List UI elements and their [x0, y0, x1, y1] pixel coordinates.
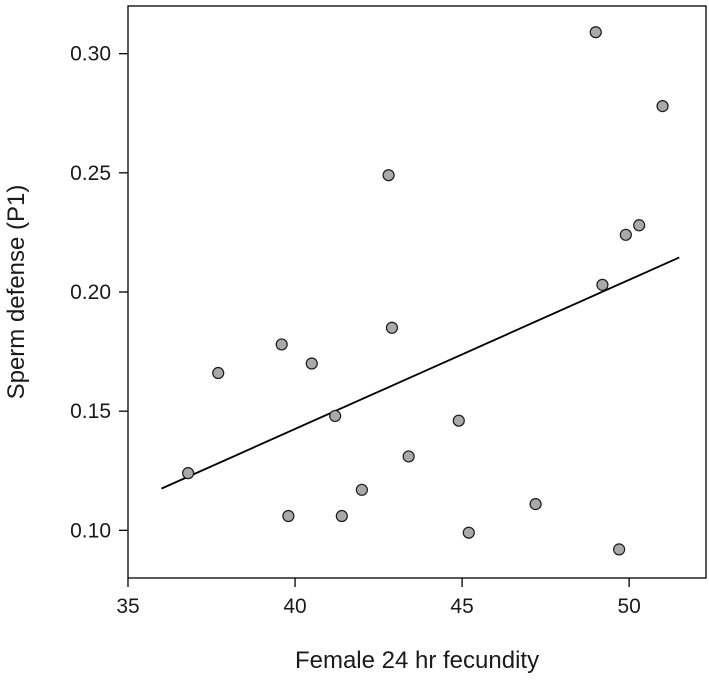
data-point [329, 409, 342, 423]
data-point [613, 543, 626, 556]
data-point [462, 526, 475, 539]
x-tick-label: 35 [116, 595, 139, 618]
fit-line-layer [161, 256, 680, 490]
plot-frame [127, 5, 707, 579]
data-point [305, 357, 318, 370]
y-axis: 0.10 0.15 0.20 0.25 0.30 [70, 43, 128, 542]
data-point [275, 338, 288, 351]
y-tick-label: 0.15 [70, 400, 111, 423]
data-point [402, 450, 415, 463]
x-axis: 35 40 45 50 [116, 578, 641, 618]
data-points [182, 26, 669, 556]
data-point [385, 321, 399, 334]
y-tick-label: 0.10 [70, 519, 111, 542]
data-point [529, 498, 542, 511]
y-tick-label: 0.20 [70, 281, 111, 304]
y-tick-label: 0.30 [70, 43, 111, 66]
data-point [212, 366, 225, 380]
regression-line [161, 256, 680, 490]
x-tick-label: 40 [283, 595, 306, 618]
x-tick-label: 50 [617, 595, 640, 618]
data-point [182, 467, 195, 480]
data-point [596, 278, 609, 291]
data-point [335, 509, 348, 523]
data-point [589, 26, 602, 39]
data-point [355, 483, 368, 496]
y-tick-label: 0.25 [70, 162, 111, 185]
data-point [656, 99, 669, 113]
data-point [633, 219, 646, 232]
data-point [452, 414, 465, 427]
data-point [282, 509, 295, 523]
y-axis-title: Sperm defense (P1) [3, 185, 30, 400]
data-point [382, 169, 395, 182]
x-axis-title: Female 24 hr fecundity [295, 647, 539, 674]
x-tick-label: 45 [450, 595, 473, 618]
data-point [619, 228, 632, 241]
